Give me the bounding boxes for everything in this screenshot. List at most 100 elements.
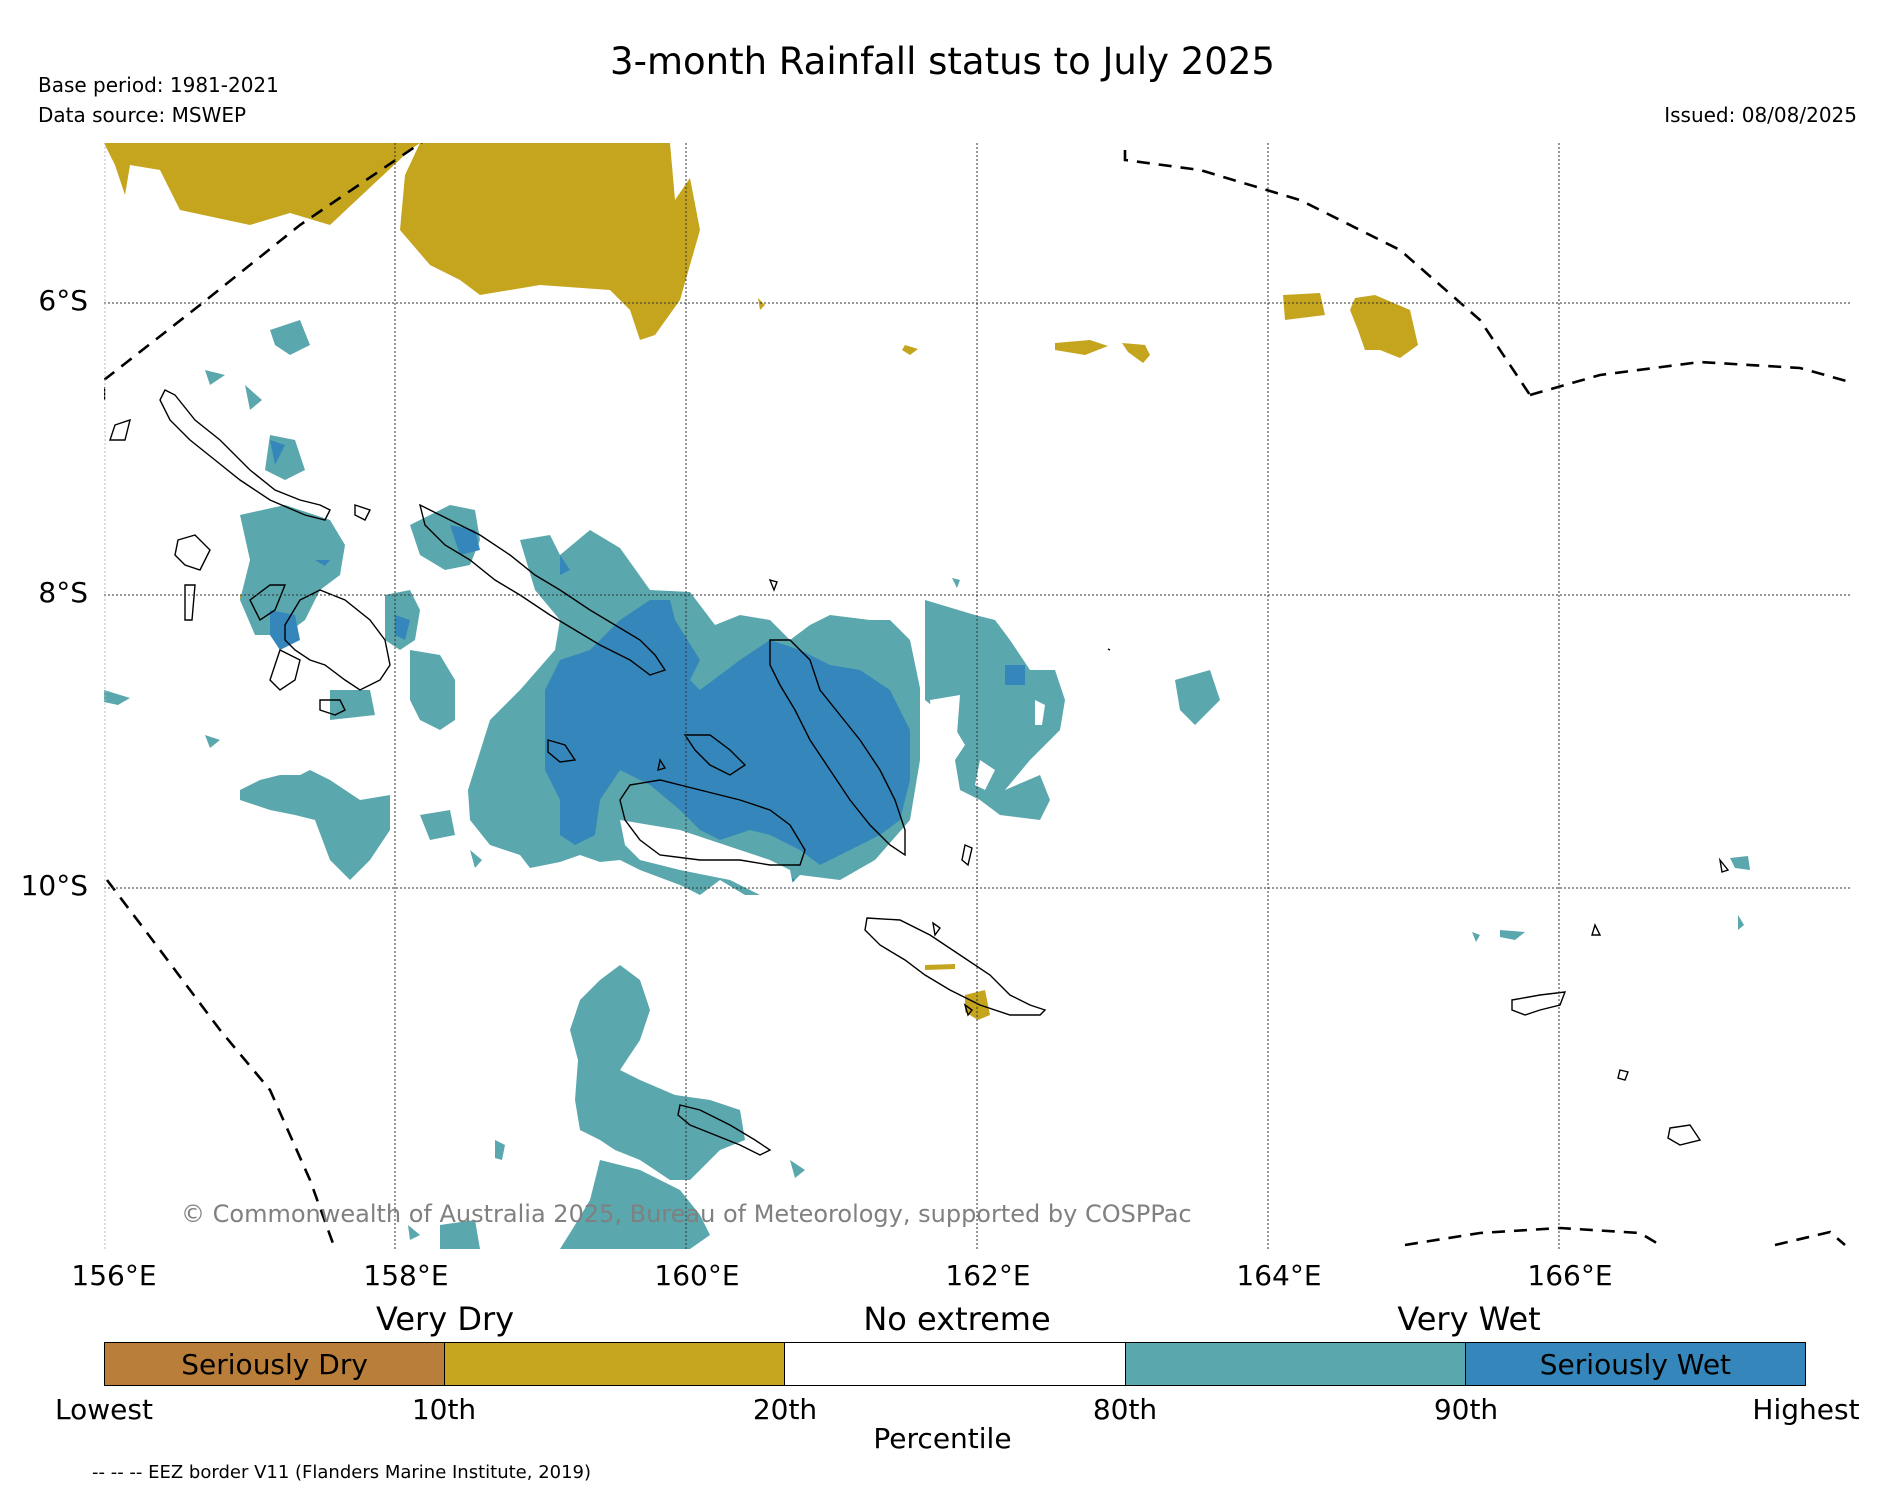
lat-label-6s: 6°S	[38, 284, 88, 317]
colorbar-tick-20th: 20th	[752, 1393, 818, 1426]
seriously-wet-small	[270, 440, 285, 465]
colorbar-no-extreme	[785, 1343, 1126, 1385]
coastline-small	[963, 1003, 974, 1017]
coastline-small	[657, 758, 667, 771]
dry-patch	[1122, 343, 1150, 363]
colorbar: Seriously Dry Seriously Wet	[104, 1342, 1806, 1386]
coastline-small	[961, 844, 973, 867]
lon-label-156e: 156°E	[71, 1259, 157, 1292]
wet-region-small	[420, 810, 455, 840]
coastline-small	[768, 578, 778, 592]
coastline-rennell	[677, 1104, 772, 1156]
eez-border-nw	[104, 143, 423, 382]
wet-region-south	[570, 965, 745, 1180]
wet-region-small	[245, 385, 262, 410]
no-extreme-hole	[620, 820, 795, 895]
coastline-vanikoro	[1511, 991, 1567, 1016]
colorbar-tick-80th: 80th	[1092, 1393, 1158, 1426]
coastline-florida	[683, 734, 747, 776]
lat-label-10s: 10°S	[20, 869, 88, 902]
coastline-russell	[547, 739, 577, 763]
coastline-small	[354, 504, 371, 521]
coastline-shortland	[174, 534, 211, 571]
colorbar-very-dry	[445, 1343, 786, 1385]
wet-region-west	[240, 770, 390, 880]
rainfall-map	[104, 143, 1850, 1249]
wet-region-small	[205, 370, 225, 385]
wet-region-small	[410, 650, 455, 730]
coastline-newgeorgia-main	[284, 589, 391, 691]
very-dry-regions	[104, 143, 1418, 1020]
legend-group-very-wet: Very Wet	[1397, 1300, 1541, 1338]
coastline-guadalcanal	[619, 779, 806, 866]
eez-border-east	[1529, 360, 1850, 397]
map-title: 3-month Rainfall status to July 2025	[610, 40, 1275, 83]
wet-region-small	[495, 1140, 505, 1160]
seriously-wet-small	[560, 555, 570, 575]
no-extreme-hole	[975, 760, 995, 790]
wet-region-south	[560, 1160, 710, 1249]
colorbar-very-wet	[1125, 1343, 1466, 1385]
dry-patch	[925, 964, 955, 970]
wet-region-nw	[240, 505, 345, 635]
very-wet-regions	[104, 320, 1750, 1249]
wet-region-small	[205, 735, 220, 748]
lon-label-162e: 162°E	[945, 1259, 1031, 1292]
copyright-notice: © Commonwealth of Australia 2025, Bureau…	[181, 1200, 1192, 1228]
wet-region-small	[952, 578, 960, 588]
no-extreme-holes	[620, 695, 1045, 895]
coastline-malaita	[769, 639, 906, 857]
wet-region-small	[470, 850, 482, 868]
colorbar-xlabel: Percentile	[873, 1422, 1012, 1455]
no-extreme-hole	[930, 695, 960, 760]
wet-region-small	[104, 690, 130, 705]
coastline-small	[1107, 648, 1111, 651]
colorbar-seriously-wet: Seriously Wet	[1465, 1343, 1806, 1385]
colorbar-seriously-dry: Seriously Dry	[105, 1343, 446, 1385]
coastline-small	[1617, 1069, 1629, 1081]
coastline-santaisabel	[418, 503, 667, 676]
wet-region-south	[440, 1220, 480, 1249]
eez-border-ne	[1123, 150, 1532, 396]
seriously-wet-small	[1005, 665, 1025, 685]
wet-region-small	[1175, 670, 1220, 725]
seriously-wet-small	[620, 680, 660, 720]
dry-region-bougainville	[104, 143, 420, 225]
seriously-wet-central	[545, 600, 910, 865]
coastline-small	[1718, 857, 1730, 873]
coastline-newgeorgia	[249, 584, 287, 622]
dry-patch	[1283, 293, 1325, 320]
lon-label-166e: 166°E	[1527, 1259, 1613, 1292]
lat-label-8s: 8°S	[38, 576, 88, 609]
wet-region-small	[1472, 932, 1480, 942]
wet-region-east	[925, 600, 1065, 820]
coastline-rendova	[269, 649, 301, 691]
legend-group-very-dry: Very Dry	[375, 1300, 515, 1338]
coastline-vella	[184, 584, 196, 621]
wet-region-small	[790, 1160, 805, 1178]
coastline-small	[932, 921, 941, 937]
wet-region-small	[270, 320, 310, 355]
coastline-small	[109, 418, 131, 441]
graticule	[104, 143, 1850, 1249]
wet-region-small	[1738, 915, 1744, 930]
colorbar-tick-highest: Highest	[1752, 1393, 1860, 1426]
colorbar-tick-10th: 10th	[411, 1393, 477, 1426]
dry-patch	[1350, 295, 1418, 358]
eez-borders	[104, 143, 1850, 1249]
wet-region-small	[408, 1225, 420, 1240]
legend-group-no-extreme: No extreme	[863, 1300, 1051, 1338]
eez-border-se	[1774, 1230, 1846, 1247]
no-extreme-hole	[1035, 700, 1045, 725]
lon-label-158e: 158°E	[363, 1259, 449, 1292]
seriously-wet-small	[450, 525, 480, 555]
dry-speck	[758, 298, 765, 310]
wet-region-small	[1500, 930, 1525, 940]
eez-border-south	[1404, 1226, 1661, 1247]
base-period: Base period: 1981-2021	[38, 73, 279, 97]
coastline-small	[1667, 1124, 1702, 1146]
lon-label-160e: 160°E	[654, 1259, 740, 1292]
dry-speck	[902, 345, 918, 355]
coastlines	[109, 389, 1730, 1156]
wet-region-small	[1730, 856, 1750, 870]
